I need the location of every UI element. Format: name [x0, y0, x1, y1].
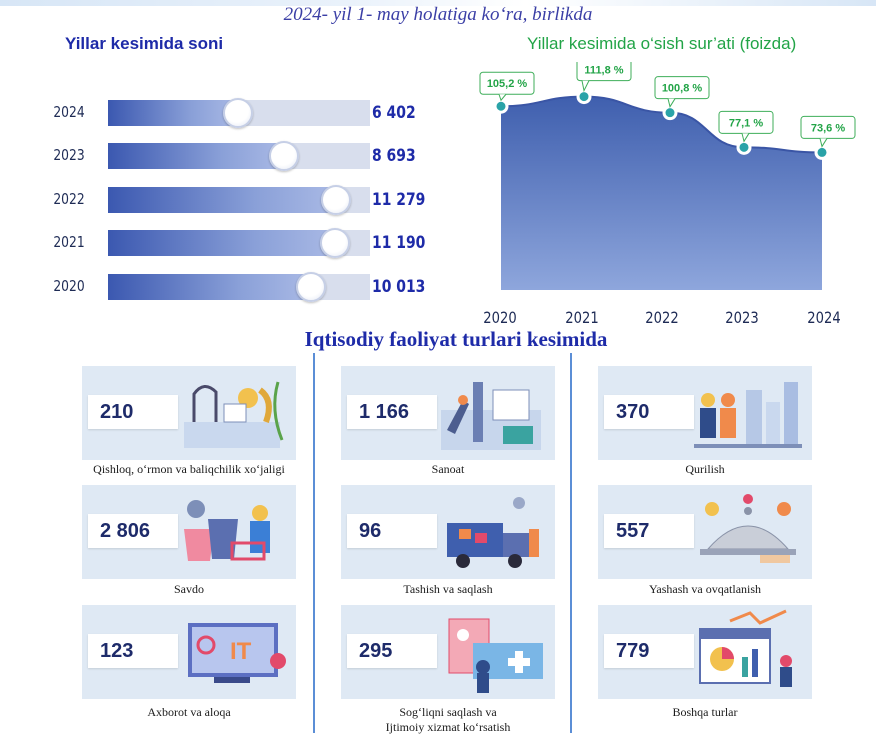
area-value-callout: 111,8 % — [576, 62, 632, 93]
sector-label: Yashash va ovqatlanish — [648, 582, 762, 596]
sector-value: 295 — [347, 634, 437, 668]
farm-illustration — [184, 381, 284, 448]
truck-illustration — [447, 497, 539, 568]
area-point — [814, 144, 830, 160]
sector-card: 1 166 — [341, 366, 555, 460]
bar-fill — [108, 143, 283, 169]
sector-value: 210 — [88, 395, 178, 429]
bar-year-label: 2023 — [53, 146, 85, 164]
area-point — [662, 105, 678, 121]
sector-value: 557 — [604, 514, 694, 548]
area-point — [576, 89, 592, 105]
area-value-label: 111,8 % — [584, 65, 623, 77]
area-x-tick: 2020 — [483, 308, 517, 327]
bar-knob — [269, 141, 299, 171]
section-title: Iqtisodiy faoliyat turlari kesimida — [304, 327, 608, 351]
sector-label: Sog‘liqni saqlash va Ijtimoiy xizmat ko‘r… — [318, 705, 578, 735]
column-divider — [570, 353, 572, 733]
bar-knob — [296, 272, 326, 302]
area-value-callout: 105,2 % — [479, 71, 535, 102]
sector-card: 295 — [341, 605, 555, 699]
area-value-callout: 77,1 % — [718, 110, 774, 143]
area-point — [493, 98, 509, 114]
medical-illustration — [448, 618, 543, 693]
sector-value: 2 806 — [88, 514, 178, 548]
bar-fill — [108, 230, 334, 256]
page-subtitle: 2024- yil 1- may holatiga ko‘ra, birlikd… — [283, 4, 593, 25]
bar-value-label: 11 190 — [372, 233, 426, 253]
factory-illustration — [441, 382, 541, 450]
bar-fill — [108, 187, 335, 213]
cloche-illustration — [700, 494, 796, 563]
sector-label: Axborot va aloqa — [147, 705, 231, 719]
sector-label-line: Ijtimoiy xizmat ko‘rsatish — [385, 720, 511, 734]
bar-year-label: 2022 — [53, 190, 85, 208]
bar-chart-title: Yillar kesimida soni — [65, 34, 224, 53]
sector-value: 123 — [88, 634, 178, 668]
bar-knob — [320, 228, 350, 258]
area-value-label: 73,6 % — [811, 122, 845, 134]
sector-value: 370 — [604, 395, 694, 429]
area-value-label: 105,2 % — [487, 78, 528, 90]
area-value-label: 100,8 % — [662, 83, 703, 95]
sector-label: Qishloq, o‘rmon va baliqchilik xo‘jaligi — [93, 462, 285, 476]
area-value-callout: 100,8 % — [654, 76, 710, 108]
area-x-tick: 2023 — [725, 308, 759, 327]
sector-label: Qurilish — [685, 462, 725, 476]
analytics-illustration — [699, 609, 792, 687]
bar-track — [108, 98, 370, 128]
bar-fill — [108, 274, 310, 300]
sector-label: Sanoat — [431, 462, 465, 476]
sector-label: Savdo — [174, 582, 204, 596]
sector-card: 210 — [82, 366, 296, 460]
sector-card: 2 806 — [82, 485, 296, 579]
area-point — [736, 139, 752, 155]
bar-value-label: 10 013 — [372, 277, 426, 297]
bar-track — [108, 141, 370, 171]
bar-value-label: 6 402 — [372, 103, 416, 123]
shopping-illustration — [184, 500, 270, 561]
svg-text:IT: IT — [230, 638, 252, 665]
it-illustration: IT — [188, 623, 286, 683]
sector-card: 557 — [598, 485, 812, 579]
sector-value: 96 — [347, 514, 437, 548]
area-value-label: 77,1 % — [729, 117, 763, 129]
bar-knob — [321, 185, 351, 215]
sector-label: Tashish va saqlash — [403, 582, 493, 596]
bar-track — [108, 228, 370, 258]
sector-label: Boshqa turlar — [672, 705, 738, 719]
area-x-tick: 2024 — [807, 308, 841, 327]
sector-value: 779 — [604, 634, 694, 668]
bar-fill — [108, 100, 237, 126]
area-x-tick: 2022 — [645, 308, 679, 327]
sector-card: 779 — [598, 605, 812, 699]
sector-label-line: Sog‘liqni saqlash va — [399, 705, 497, 719]
bar-year-label: 2024 — [53, 103, 85, 121]
sector-card: 96 — [341, 485, 555, 579]
area-fill — [501, 96, 822, 290]
column-divider — [313, 353, 315, 733]
area-x-tick: 2021 — [565, 308, 599, 327]
area-chart: 105,2 % 111,8 % 100,8 % 77,1 % 73,6 % — [479, 62, 856, 290]
bar-knob — [223, 98, 253, 128]
bar-track — [108, 185, 370, 215]
bar-value-label: 8 693 — [372, 146, 416, 166]
area-value-callout: 73,6 % — [800, 115, 856, 148]
sector-card: 123 IT — [82, 605, 296, 699]
bar-track — [108, 272, 370, 302]
bar-value-label: 11 279 — [372, 190, 426, 210]
sector-card: 370 — [598, 366, 812, 460]
sector-value: 1 166 — [347, 395, 437, 429]
area-chart-title: Yillar kesimida o‘sish sur’ati (foizda) — [527, 34, 797, 53]
bar-year-label: 2020 — [53, 277, 85, 295]
construction-illustration — [694, 382, 802, 448]
bar-year-label: 2021 — [53, 233, 85, 251]
top-band — [0, 0, 876, 6]
